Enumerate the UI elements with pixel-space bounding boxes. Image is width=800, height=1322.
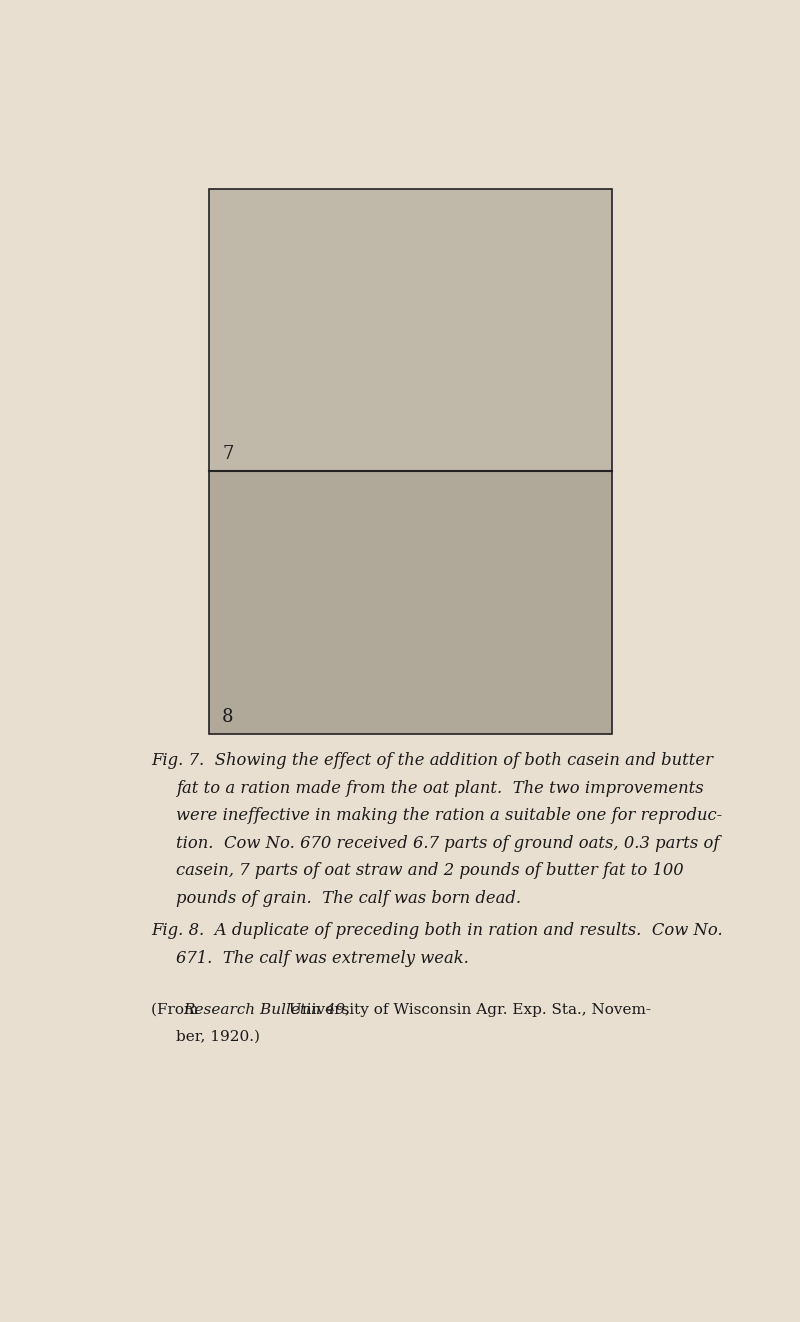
Text: Fig. 7.  Showing the effect of the addition of both casein and butter: Fig. 7. Showing the effect of the additi… <box>151 752 713 769</box>
Text: fat to a ration made from the oat plant.  The two improvements: fat to a ration made from the oat plant.… <box>176 780 703 797</box>
Text: tion.  Cow No. 670 received 6.7 parts of ground oats, 0.3 parts of: tion. Cow No. 670 received 6.7 parts of … <box>176 834 719 851</box>
Text: University of Wisconsin Agr. Exp. Sta., Novem-: University of Wisconsin Agr. Exp. Sta., … <box>283 1002 650 1017</box>
Text: casein, 7 parts of oat straw and 2 pounds of butter fat to 100: casein, 7 parts of oat straw and 2 pound… <box>176 862 683 879</box>
Text: pounds of grain.  The calf was born dead.: pounds of grain. The calf was born dead. <box>176 890 521 907</box>
Text: (From: (From <box>151 1002 203 1017</box>
Text: Fig. 8.  A duplicate of preceding both in ration and results.  Cow No.: Fig. 8. A duplicate of preceding both in… <box>151 923 722 939</box>
Text: 671.  The calf was extremely weak.: 671. The calf was extremely weak. <box>176 949 469 966</box>
Bar <box>209 189 611 471</box>
Text: were ineffective in making the ration a suitable one for reproduc-: were ineffective in making the ration a … <box>176 806 722 824</box>
Text: ber, 1920.): ber, 1920.) <box>176 1030 260 1044</box>
Text: 8: 8 <box>222 707 234 726</box>
Text: Research Bulletin 49,: Research Bulletin 49, <box>183 1002 350 1017</box>
Text: 7: 7 <box>222 444 234 463</box>
Bar <box>209 471 611 734</box>
Bar <box>209 189 611 734</box>
